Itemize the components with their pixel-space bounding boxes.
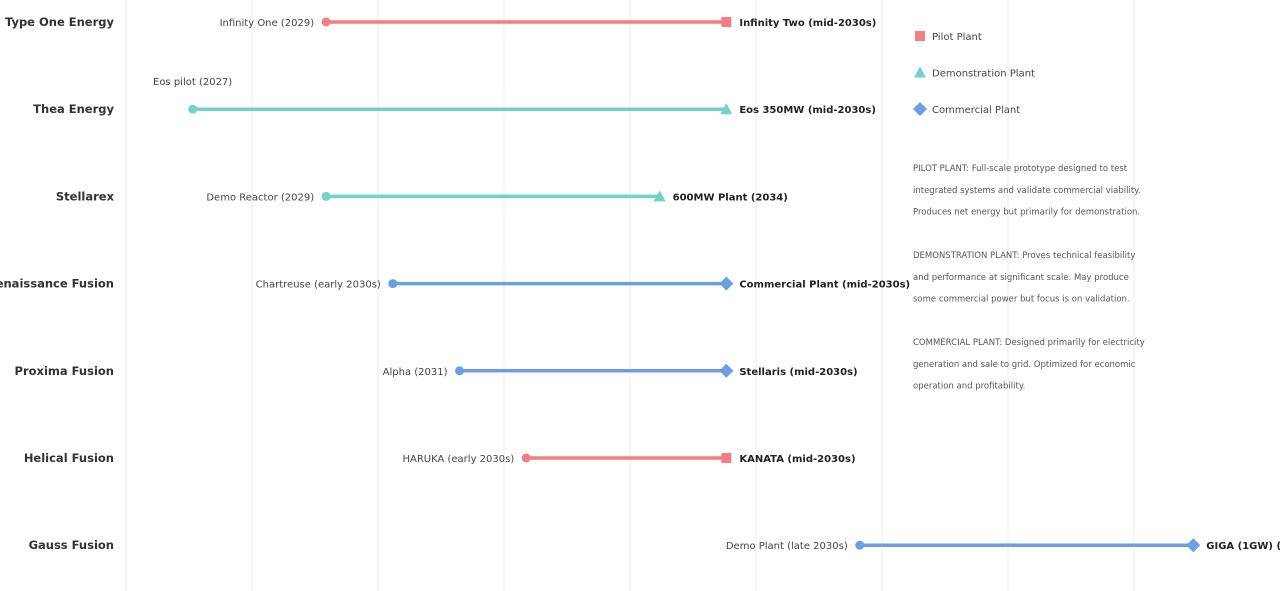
note-line: some commercial power but focus is on va…	[913, 295, 1130, 305]
start-point	[388, 279, 398, 289]
start-label: Infinity One (2029)	[220, 18, 315, 29]
legend-label: Commercial Plant	[932, 105, 1020, 116]
start-point	[321, 17, 331, 27]
demonstration-plant-marker	[653, 190, 666, 202]
pilot-plant-marker	[721, 17, 732, 27]
start-label: Demo Plant (late 2030s)	[726, 541, 848, 552]
company-label: Proxima Fusion	[15, 364, 114, 378]
legend-item: Pilot Plant	[915, 31, 982, 43]
end-label: Stellaris (mid-2030s)	[739, 367, 857, 378]
company-label: Gauss Fusion	[29, 538, 114, 552]
start-label: Eos pilot (2027)	[153, 77, 232, 88]
grid-lines	[125, 0, 1135, 591]
commercial-plant-marker	[913, 102, 927, 116]
start-point	[321, 191, 331, 201]
demonstration-plant-marker	[720, 103, 733, 115]
note-line: PILOT PLANT: Full-scale prototype design…	[913, 164, 1128, 174]
note-block: COMMERCIAL PLANT: Designed primarily for…	[913, 338, 1145, 392]
end-label: GIGA (1GW) (early 2040s)	[1206, 541, 1280, 552]
note-line: and performance at significant scale. Ma…	[913, 273, 1129, 283]
company-label: Helical Fusion	[24, 451, 114, 465]
timeline-row: Renaissance Fusion Chartreuse (early 2030…	[0, 276, 910, 291]
note-line: generation and sale to grid. Optimized f…	[913, 360, 1136, 370]
company-label: Thea Energy	[33, 102, 114, 116]
start-label: HARUKA (early 2030s)	[402, 454, 514, 465]
note-block: DEMONSTRATION PLANT: Proves technical fe…	[913, 251, 1135, 305]
note-line: COMMERCIAL PLANT: Designed primarily for…	[913, 338, 1145, 348]
note-line: operation and profitability.	[913, 382, 1025, 392]
legend-label: Demonstration Plant	[932, 69, 1035, 80]
end-label: Commercial Plant (mid-2030s)	[739, 280, 910, 291]
timeline-row: Gauss Fusion Demo Plant (late 2030s) GIGA …	[29, 538, 1280, 553]
start-label: Alpha (2031)	[383, 367, 448, 378]
pilot-plant-marker	[721, 453, 732, 463]
demonstration-plant-marker	[914, 66, 926, 78]
legend-item: Commercial Plant	[913, 102, 1020, 116]
note-block: PILOT PLANT: Full-scale prototype design…	[913, 164, 1141, 218]
note-line: DEMONSTRATION PLANT: Proves technical fe…	[913, 251, 1135, 261]
timeline-row: Thea Energy Eos pilot (2027) Eos 350MW (mi…	[33, 77, 876, 116]
commercial-plant-marker	[719, 363, 734, 378]
start-point	[455, 366, 465, 376]
legend-label: Pilot Plant	[932, 32, 982, 43]
timeline-row: Proxima Fusion Alpha (2031) Stellaris (mid…	[15, 363, 858, 378]
legend-item: Demonstration Plant	[914, 66, 1035, 80]
company-label: Renaissance Fusion	[0, 277, 114, 291]
pilot-plant-marker	[915, 31, 925, 41]
company-label: Type One Energy	[5, 15, 115, 29]
start-point	[188, 104, 198, 114]
commercial-plant-marker	[719, 276, 734, 291]
timeline-rows: Type One Energy Infinity One (2029) Infini…	[0, 15, 1280, 553]
end-label: 600MW Plant (2034)	[673, 192, 788, 203]
commercial-plant-marker	[1186, 538, 1201, 553]
start-label: Demo Reactor (2029)	[206, 192, 314, 203]
end-label: KANATA (mid-2030s)	[739, 454, 855, 465]
note-line: Produces net energy but primarily for de…	[913, 208, 1140, 218]
start-point	[855, 540, 865, 550]
company-label: Stellarex	[56, 189, 115, 203]
timeline-row: Type One Energy Infinity One (2029) Infini…	[5, 15, 876, 29]
end-label: Eos 350MW (mid-2030s)	[739, 105, 876, 116]
timeline-row: Stellarex Demo Reactor (2029) 600MW Plant …	[56, 189, 788, 203]
plant-type-notes: PILOT PLANT: Full-scale prototype design…	[913, 164, 1145, 392]
start-point	[521, 453, 531, 463]
note-line: integrated systems and validate commerci…	[913, 186, 1141, 196]
end-label: Infinity Two (mid-2030s)	[739, 18, 876, 29]
legend: Pilot Plant Demonstration Plant Commercial…	[913, 31, 1035, 116]
start-label: Chartreuse (early 2030s)	[256, 280, 381, 291]
timeline-row: Helical Fusion HARUKA (early 2030s) KANATA…	[24, 451, 856, 465]
